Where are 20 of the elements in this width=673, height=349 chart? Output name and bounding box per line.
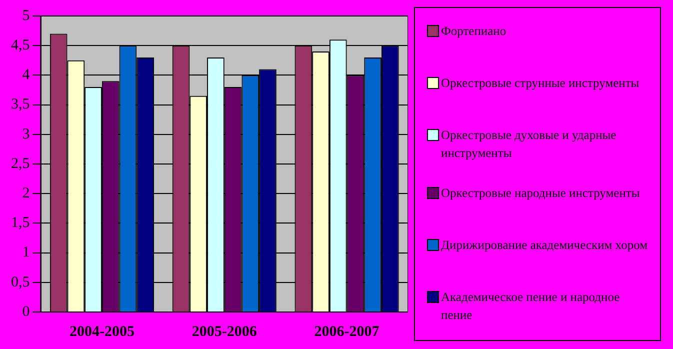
y-tick-label: 0 xyxy=(22,304,30,320)
legend-label: Оркестровые духовые и ударные инструменты xyxy=(441,127,618,162)
y-tick-label: 3 xyxy=(22,126,30,142)
legend-label: Фортепиано xyxy=(441,23,506,40)
x-tick-label: 2005-2006 xyxy=(192,324,258,340)
legend-label: Дирижирование академическим хором xyxy=(441,237,648,254)
y-tick-label: 4,5 xyxy=(11,38,30,54)
y-tick-label: 5 xyxy=(22,8,30,24)
y-tick-label: 4 xyxy=(22,67,30,84)
legend-label: Академическое пение и народное пение xyxy=(441,289,621,324)
x-tick-label: 2006-2007 xyxy=(314,324,380,340)
y-tick-label: 1,5 xyxy=(11,215,30,232)
y-tick-label: 2 xyxy=(22,186,30,202)
y-tick-label: 2,5 xyxy=(11,156,30,172)
legend-label: Оркестровые народные инструменты xyxy=(441,185,640,202)
y-tick-label: 1 xyxy=(22,244,30,261)
y-tick-label: 0,5 xyxy=(11,274,30,290)
y-tick-label: 3,5 xyxy=(11,96,30,113)
legend-label: Оркестровые струнные инструменты xyxy=(441,75,640,92)
x-tick-label: 2004-2005 xyxy=(69,324,134,340)
